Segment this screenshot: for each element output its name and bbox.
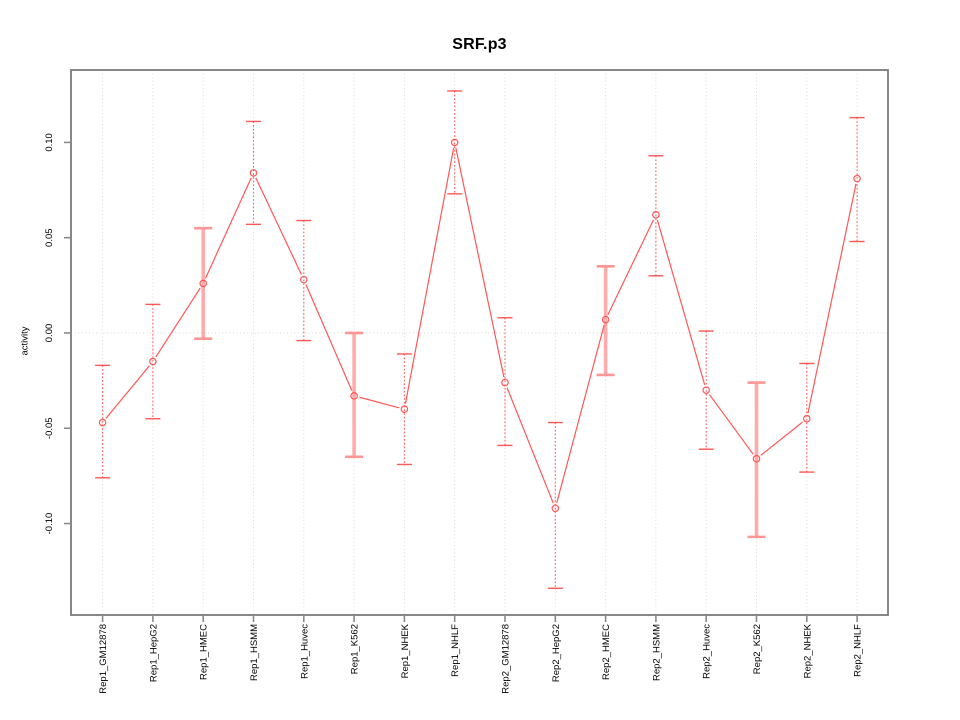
series-segment: [656, 219, 706, 386]
x-tick-label: Rep1_K562: [350, 624, 361, 674]
series-segment: [204, 177, 252, 279]
x-tick-label: Rep2_NHLF: [853, 624, 864, 677]
series-segment: [359, 396, 400, 409]
plot-box: [70, 69, 889, 616]
series-segment: [155, 287, 201, 358]
data-point: [249, 169, 258, 177]
series-segment: [305, 284, 353, 392]
x-tick-label: Rep2_K562: [752, 624, 763, 674]
data-point: [400, 405, 409, 413]
x-tick-label: Rep1_NHLF: [450, 624, 461, 677]
data-point: [702, 386, 711, 394]
series-segment: [506, 387, 554, 504]
x-tick-label: Rep2_HMEC: [601, 624, 612, 680]
y-tick-label: -0.05: [44, 417, 55, 439]
chart-title: SRF.p3: [452, 36, 507, 53]
x-tick-label: Rep1_HMEC: [199, 624, 210, 680]
series-segment: [760, 421, 803, 456]
data-point: [199, 279, 208, 288]
data-point: [501, 378, 509, 387]
x-tick-label: Rep1_Huvec: [299, 624, 310, 679]
data-point: [98, 418, 107, 427]
series-segment: [105, 365, 150, 419]
series-segment: [404, 147, 455, 404]
x-tick-label: Rep1_NHEK: [400, 623, 411, 678]
x-tick-label: Rep2_HepG2: [551, 624, 562, 682]
x-tick-label: Rep2_Huvec: [702, 624, 713, 679]
x-tick-label: Rep1_HSMM: [249, 624, 260, 681]
data-point: [853, 174, 861, 183]
data-point: [601, 315, 610, 324]
data-point: [652, 211, 660, 219]
x-tick-label: Rep2_HSMM: [651, 624, 662, 681]
x-tick-label: Rep1_HepG2: [148, 624, 159, 682]
data-point: [149, 357, 157, 366]
x-tick-label: Rep2_NHEK: [802, 623, 813, 678]
data-point: [752, 454, 761, 463]
x-tick-label: Rep1_GM12878: [98, 624, 109, 694]
y-tick-label: 0.05: [44, 228, 55, 247]
series-segment: [255, 177, 302, 275]
data-point: [299, 275, 308, 284]
data-point: [350, 392, 358, 400]
x-tick-label: Rep2_GM12878: [501, 624, 512, 694]
y-tick-label: 0.00: [44, 324, 55, 343]
series-segment: [807, 183, 857, 414]
y-tick-label: 0.10: [44, 133, 55, 152]
series-segment: [455, 147, 505, 378]
y-tick-label: -0.10: [44, 513, 55, 535]
series-segment: [556, 324, 605, 504]
data-point: [802, 414, 811, 423]
series-segment: [708, 394, 754, 455]
data-point: [551, 504, 560, 513]
data-point: [450, 138, 459, 147]
series-segment: [607, 219, 655, 315]
